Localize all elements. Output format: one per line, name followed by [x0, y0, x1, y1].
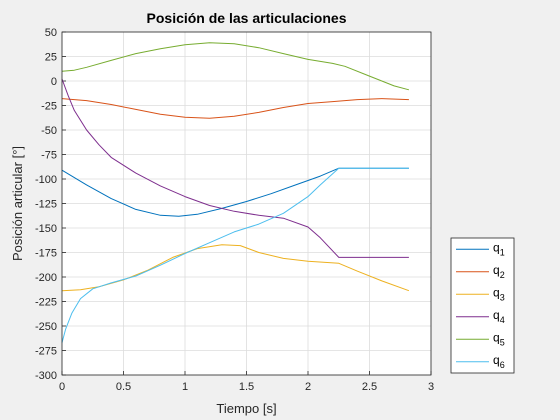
y-tick-label: -300	[35, 370, 57, 382]
x-tick-label: 0	[59, 381, 65, 393]
y-tick-label: -50	[41, 125, 57, 137]
y-tick-label: 0	[51, 76, 57, 88]
series-line-q2	[61, 98, 409, 119]
legend-label-q3: q3	[493, 285, 505, 302]
x-tick-label: 1	[182, 381, 188, 393]
series-line-q5	[61, 42, 410, 91]
y-tick-label: -225	[35, 297, 57, 309]
legend-label-q4: q4	[493, 308, 505, 325]
y-tick-label: -75	[41, 150, 57, 162]
x-axis-title: Tiempo [s]	[216, 401, 276, 416]
legend-label-q1: q1	[493, 240, 505, 257]
y-tick-label: -25	[41, 101, 57, 113]
y-tick-label: 25	[45, 52, 57, 64]
legend-label-q5: q5	[493, 330, 505, 347]
y-axis-title: Posición articular [°]	[10, 146, 25, 261]
legend-box	[450, 237, 515, 374]
series-line-q6	[61, 167, 409, 343]
y-tick-label: -200	[35, 272, 57, 284]
legend-label-q2: q2	[493, 263, 505, 280]
y-tick-label: -275	[35, 346, 57, 358]
y-tick-labels: -300-275-250-225-200-175-150-125-100-75-…	[35, 27, 57, 382]
legend-label-q6: q6	[493, 353, 505, 370]
y-tick-label: -125	[35, 199, 57, 211]
series-lines	[61, 42, 410, 343]
y-tick-label: -250	[35, 321, 57, 333]
plot-border	[61, 31, 432, 376]
x-tick-labels: 0 0.5 1 1.5 2 2.5 3	[59, 381, 434, 393]
chart-title: Posición de las articulaciones	[147, 10, 347, 26]
y-tick-label: -100	[35, 174, 57, 186]
series-line-q4	[61, 78, 409, 258]
x-tick-label: 3	[428, 381, 434, 393]
y-tick-label: -175	[35, 248, 57, 260]
y-tick-label: -150	[35, 223, 57, 235]
x-tick-label: 0.5	[116, 381, 131, 393]
x-tick-label: 2.5	[362, 381, 377, 393]
y-tick-label: 50	[45, 27, 57, 39]
x-tick-label: 1.5	[239, 381, 254, 393]
grid	[61, 31, 432, 376]
legend: q1 q2 q3 q4 q5 q6	[450, 237, 515, 374]
x-tick-label: 2	[305, 381, 311, 393]
